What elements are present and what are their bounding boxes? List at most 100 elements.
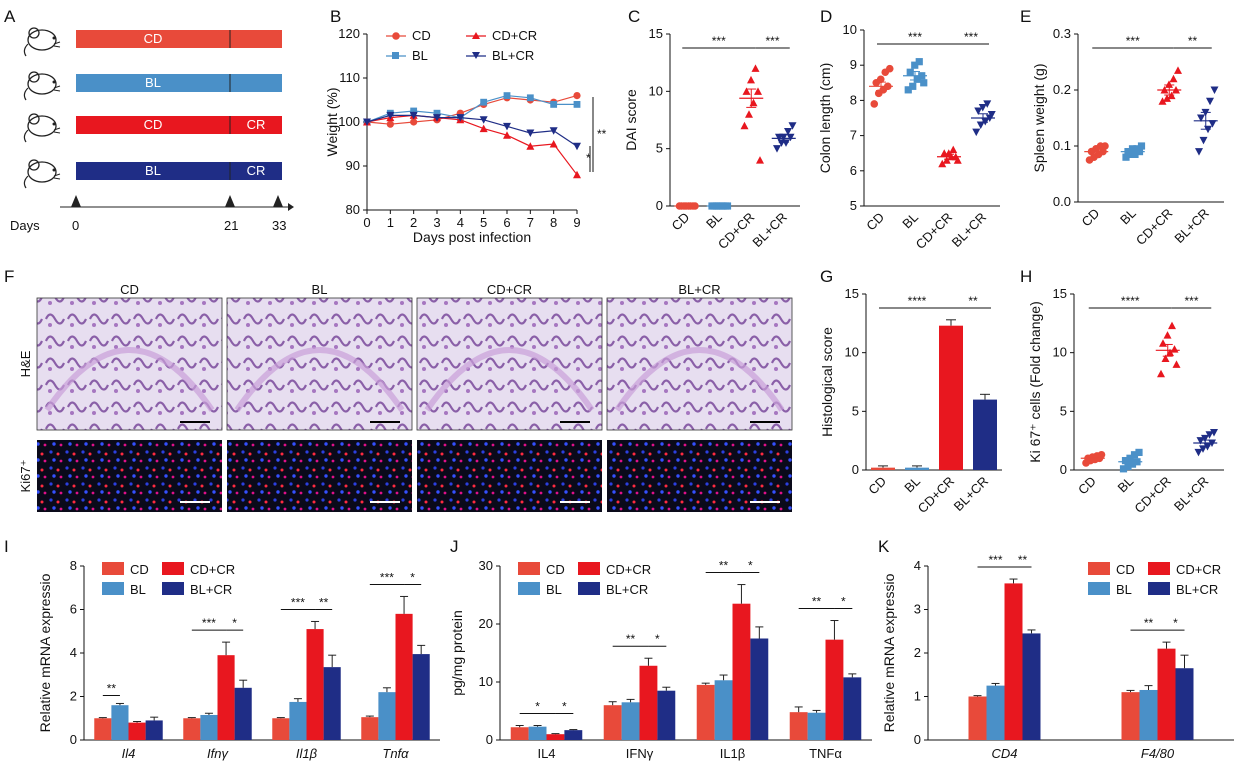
bar — [546, 734, 565, 740]
data-point — [1119, 465, 1128, 473]
data-point — [550, 101, 558, 108]
legend-swatch — [162, 562, 184, 575]
y-tick-label: 0.2 — [1053, 82, 1071, 97]
significance-label: ** — [1188, 34, 1198, 48]
series-line-bl — [366, 94, 577, 123]
timeline-tick: 33 — [272, 218, 286, 233]
y-tick-label: 0 — [656, 198, 663, 213]
data-point — [1158, 97, 1167, 105]
legend-swatch — [1148, 562, 1170, 575]
data-point — [904, 86, 912, 94]
bar — [750, 638, 769, 740]
y-tick-label: 1 — [914, 689, 921, 704]
ki67-image — [37, 440, 222, 512]
legend-swatch — [578, 582, 600, 595]
x-category-label: BL+CR — [949, 210, 990, 251]
data-point — [1201, 434, 1209, 443]
legend-label: BL+CR — [1176, 582, 1218, 597]
he-tissue-outline — [424, 347, 595, 412]
bar — [395, 613, 413, 740]
legend-marker — [472, 32, 480, 39]
panel-letter-e: E — [1020, 7, 1031, 26]
x-tick-label: 8 — [550, 215, 557, 230]
y-tick-label: 0.3 — [1053, 26, 1071, 41]
y-tick-label: 5 — [656, 141, 663, 156]
he-tissue-outline — [614, 347, 785, 412]
data-point — [974, 107, 983, 115]
significance-label: *** — [380, 570, 394, 584]
data-point — [479, 124, 488, 133]
data-point — [920, 79, 928, 87]
y-axis-label: DAI score — [623, 89, 639, 151]
y-tick-label: 8 — [70, 558, 77, 573]
legend-label: BL+CR — [492, 48, 534, 63]
significance-label: *** — [291, 595, 305, 609]
legend-label: CD — [1116, 562, 1135, 577]
y-tick-label: 3 — [914, 602, 921, 617]
data-point — [1163, 94, 1171, 102]
y-tick-label: 10 — [843, 22, 857, 37]
data-point — [479, 116, 488, 124]
y-tick-label: 9 — [850, 57, 857, 72]
y-axis-label: Spleen weight (g) — [1031, 64, 1047, 173]
data-point — [410, 118, 418, 126]
timeline-tick: 21 — [224, 218, 238, 233]
bar — [528, 726, 547, 740]
y-tick-label: 10 — [649, 83, 663, 98]
data-point — [949, 145, 958, 154]
schematic-label-right: CR — [247, 117, 266, 132]
legend-swatch — [1088, 582, 1110, 595]
x-category-label: CD+CR — [915, 474, 958, 517]
bar — [1175, 668, 1194, 740]
data-point — [409, 111, 418, 120]
bar — [714, 680, 733, 740]
data-point — [503, 131, 511, 139]
data-point — [456, 114, 465, 122]
data-point — [756, 156, 764, 164]
x-category-label: IFNγ — [626, 746, 654, 761]
legend-label: CD — [130, 562, 149, 577]
x-tick-label: 3 — [433, 215, 440, 230]
x-category-label: BL — [703, 210, 725, 232]
x-category-label: BL+CR — [1171, 206, 1212, 247]
he-image — [226, 297, 413, 431]
y-tick-label: 80 — [346, 202, 360, 217]
bar — [843, 677, 862, 740]
legend-label: BL — [546, 582, 562, 597]
y-tick-label: 110 — [339, 70, 360, 85]
data-point — [573, 101, 581, 108]
y-axis-label: Colon length (cm) — [817, 63, 833, 174]
legend-label: BL — [130, 582, 146, 597]
x-category-label: BL+CR — [1171, 474, 1212, 515]
y-tick-label: 4 — [70, 645, 77, 660]
x-category-label: CD4 — [991, 746, 1017, 761]
x-category-label: Il1β — [296, 746, 318, 761]
data-point — [1124, 462, 1132, 471]
bar — [968, 696, 987, 740]
data-point — [742, 87, 751, 95]
data-point — [913, 75, 921, 83]
data-point — [1210, 428, 1218, 437]
y-axis-label: Ki 67⁺ cells (Fold change) — [1027, 301, 1043, 462]
x-category-label: CD — [865, 474, 889, 498]
legend-swatch — [578, 562, 600, 575]
bar — [272, 718, 290, 740]
ki67-image — [607, 440, 792, 512]
bar — [973, 399, 997, 470]
significance-label: *** — [765, 34, 779, 48]
x-category-label: CD — [1078, 206, 1102, 230]
bar — [128, 722, 146, 740]
histology-column-label: CD — [120, 282, 139, 297]
x-category-label: BL — [901, 474, 923, 496]
data-point — [1159, 339, 1167, 347]
histology-column-label: CD+CR — [487, 282, 532, 297]
bar — [732, 603, 751, 740]
he-tissue-outline — [44, 347, 215, 412]
x-tick-label: 1 — [387, 215, 394, 230]
y-tick-label: 10 — [1053, 345, 1067, 360]
legend-swatch — [1088, 562, 1110, 575]
bar — [621, 702, 640, 740]
legend-label: CD — [412, 28, 431, 43]
